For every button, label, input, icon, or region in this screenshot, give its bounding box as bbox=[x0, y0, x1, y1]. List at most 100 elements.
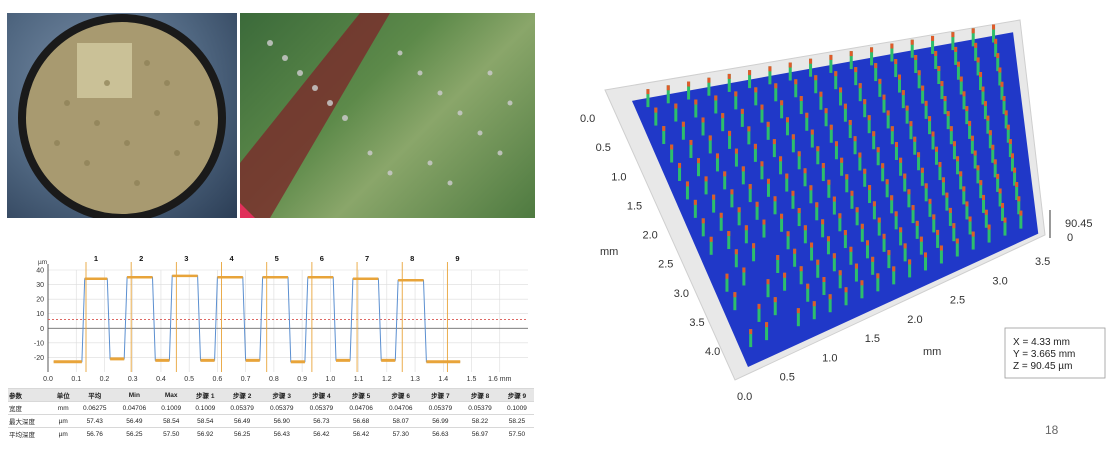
y-unit-label: µm bbox=[38, 259, 47, 266]
surface-pillar bbox=[1013, 167, 1017, 186]
surface-pillar-top bbox=[834, 71, 838, 77]
surface-pillar-top bbox=[848, 119, 852, 125]
surface-pillar bbox=[872, 201, 876, 220]
table-header-cell: 步骤 4 bbox=[301, 388, 342, 402]
surface-pillar-top bbox=[998, 67, 1002, 73]
step-marker-label: 9 bbox=[455, 254, 459, 263]
surface-pillar bbox=[753, 143, 757, 162]
surface-pillar-top bbox=[748, 70, 752, 76]
surface-pillar-top bbox=[824, 108, 828, 114]
surface-pillar bbox=[796, 308, 800, 327]
x-tick-label: 1.4 bbox=[438, 376, 448, 383]
table-cell: 56.25 bbox=[114, 427, 155, 440]
surface-pillar-top bbox=[877, 217, 881, 223]
surface-pillar-top bbox=[965, 201, 969, 207]
surface-pillar bbox=[907, 189, 911, 208]
surface-pillar bbox=[754, 87, 758, 106]
surface-pillar bbox=[899, 227, 903, 246]
surface-pillar-top bbox=[907, 189, 911, 195]
surface-pillar-top bbox=[693, 199, 697, 205]
surface-pillar bbox=[704, 176, 708, 195]
y-tick-label: 4.0 bbox=[705, 346, 720, 358]
surface-pillar bbox=[876, 147, 880, 166]
surface-pillar-top bbox=[945, 192, 949, 198]
x-tick-label: 0.5 bbox=[780, 372, 795, 384]
surface-pillar bbox=[803, 225, 807, 244]
surface-pillar-top bbox=[860, 280, 864, 286]
readout-box bbox=[1004, 327, 1106, 379]
x-tick-label: 0.0 bbox=[43, 376, 53, 383]
table-cell: 0.04706 bbox=[341, 401, 381, 415]
surface-pillar-top bbox=[849, 51, 853, 57]
surface-pillar bbox=[774, 83, 778, 102]
surface-pillar-top bbox=[780, 100, 784, 106]
surface-pillar bbox=[793, 248, 797, 267]
surface-pillar-top bbox=[730, 189, 734, 195]
surface-pillar-top bbox=[908, 259, 912, 265]
surface-pillar bbox=[1019, 210, 1023, 229]
surface-pillar-top bbox=[962, 186, 966, 192]
surface-pillar bbox=[924, 252, 928, 271]
surface-pillar-top bbox=[783, 272, 787, 278]
surface-pillar-top bbox=[903, 173, 907, 179]
step-marker-label: 4 bbox=[229, 254, 234, 263]
surface-pillar-top bbox=[797, 151, 801, 157]
surface-pillar bbox=[853, 136, 857, 155]
surface-pillar-top bbox=[956, 61, 960, 67]
surface-pillar bbox=[870, 47, 874, 66]
surface-pillar-top bbox=[829, 54, 833, 60]
table-header-cell: 单位 bbox=[51, 388, 75, 402]
surface-pillar bbox=[915, 220, 919, 239]
surface-pillar-top bbox=[814, 75, 818, 81]
surface-pillar bbox=[834, 71, 838, 90]
surface-pillar bbox=[954, 46, 958, 65]
surface-pillar-top bbox=[803, 168, 807, 174]
surface-pillar-top bbox=[937, 66, 941, 72]
profile-chart: 40 30 20 10 0 -10 -20 0.0 0.1 0.2 0.3 0.4 0.5 0.6 0.7 0… bbox=[34, 254, 528, 383]
table-header-cell: 步骤 6 bbox=[380, 388, 421, 402]
surface-pillar-top bbox=[1001, 203, 1005, 209]
surface-pillar-top bbox=[882, 94, 886, 100]
surface-pillar bbox=[921, 85, 925, 104]
profile-trace bbox=[53, 275, 461, 363]
surface-pillar bbox=[824, 108, 828, 127]
surface-pillar-top bbox=[872, 201, 876, 207]
y-tick-label: 3.0 bbox=[674, 288, 689, 300]
surface-pillar bbox=[772, 139, 776, 158]
surface-pillar bbox=[838, 270, 842, 289]
surface-pillar bbox=[863, 99, 867, 118]
surface-pillar bbox=[988, 130, 992, 149]
surface-pillar-top bbox=[996, 53, 1000, 59]
surface-pillar bbox=[913, 136, 917, 155]
surface-pillar-top bbox=[1008, 139, 1012, 145]
surface-pillar-top bbox=[910, 39, 914, 45]
surface-pillar-top bbox=[955, 238, 959, 244]
surface-pillar bbox=[1000, 81, 1004, 100]
surface-pillar-top bbox=[728, 130, 732, 136]
surface-pillar-top bbox=[791, 190, 795, 196]
surface-pillar-top bbox=[949, 126, 953, 132]
surface-pillar bbox=[973, 150, 977, 169]
surface-pillar-top bbox=[712, 194, 716, 200]
surface-pillar-top bbox=[901, 90, 905, 96]
surface-pillar bbox=[920, 167, 924, 186]
surface-pillar bbox=[812, 301, 816, 320]
surface-pillar-top bbox=[662, 126, 666, 132]
table-cell: 平均深度 bbox=[8, 427, 52, 440]
surface-pillar-top bbox=[934, 50, 938, 56]
surface-pillar bbox=[757, 303, 761, 322]
surface-pillar-top bbox=[799, 96, 803, 102]
surface-pillar-top bbox=[968, 120, 972, 126]
table-header-cell: 步骤 8 bbox=[460, 388, 500, 402]
surface-pillar-top bbox=[779, 156, 783, 162]
z-max-label: 90.45 bbox=[1065, 218, 1093, 230]
surface-pillar-top bbox=[766, 279, 770, 285]
surface-pillar bbox=[868, 185, 872, 204]
surface-pillar-top bbox=[992, 24, 996, 30]
surface-pillar-top bbox=[670, 144, 674, 150]
surface-pillar-top bbox=[983, 101, 987, 107]
surface-pillar bbox=[848, 119, 852, 138]
surface-pillar-top bbox=[863, 99, 867, 105]
surface-pillar-top bbox=[887, 250, 891, 256]
surface-pillar-top bbox=[917, 70, 921, 76]
